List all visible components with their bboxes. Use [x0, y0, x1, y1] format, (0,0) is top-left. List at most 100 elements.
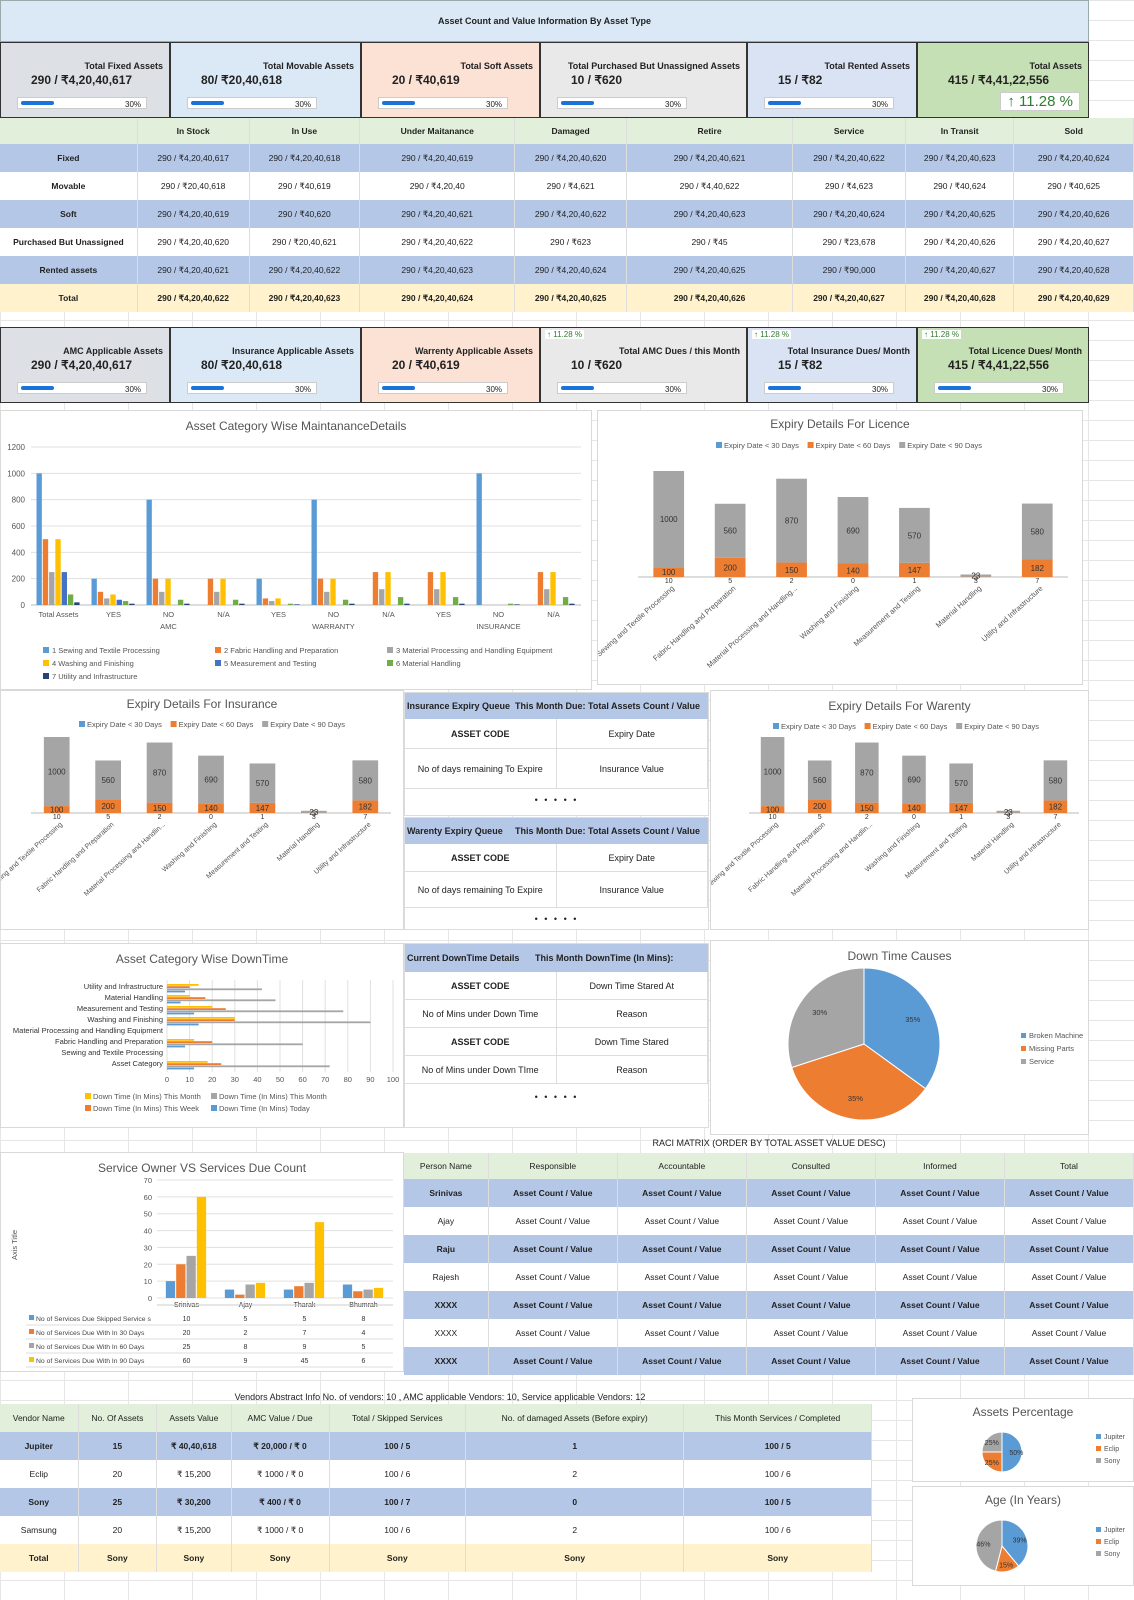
data-label: 570	[908, 531, 922, 540]
bar	[363, 1289, 373, 1298]
chart-title: Asset Category Wise MaintananceDetails	[185, 419, 407, 433]
legend-swatch	[262, 721, 269, 727]
pie-slice	[1001, 1519, 1029, 1567]
bar	[760, 806, 785, 813]
person-name: Raju	[404, 1235, 489, 1263]
data-label: 0	[912, 814, 916, 821]
bar	[514, 604, 520, 605]
table-row[interactable]: Purchased But Unassigned 290 / ₹4,20,40,6…	[0, 228, 1134, 256]
vendor-cell: 100 / 6	[329, 1516, 466, 1544]
table-row[interactable]: Total 290 / ₹4,20,40,622 290 / ₹4,20,40,62…	[0, 284, 1134, 312]
card-label: Warrenty Applicable Assets	[414, 346, 533, 356]
bar	[807, 799, 832, 813]
bar	[262, 598, 269, 605]
bar	[116, 599, 122, 605]
table-row[interactable]: Rented assets 290 / ₹4,20,40,621 290 / ₹4,…	[0, 256, 1134, 284]
progress-percent: 30%	[486, 385, 503, 394]
vendor-cell: 0	[465, 1488, 685, 1516]
y-tick-label: 1000	[7, 469, 25, 478]
data-label: 150	[785, 566, 799, 575]
table-row[interactable]: Movable 290 / ₹20,40,618 290 / ₹40,619 290 …	[0, 172, 1134, 200]
data-label: 1000	[48, 768, 66, 777]
bar	[152, 578, 159, 605]
queue-title: Warenty Expiry Queue	[407, 826, 503, 836]
table-row[interactable]: XXXX Asset Count / Value Asset Count / Val…	[404, 1347, 1134, 1375]
legend-label: Jupiter	[1104, 1527, 1126, 1534]
data-label: 10	[53, 814, 61, 821]
bar	[294, 1286, 304, 1298]
data-label: 1000	[764, 768, 782, 777]
progress-bar	[17, 97, 147, 109]
x-tick-label: Material Processing and Handlin...	[790, 821, 874, 898]
chart-title: Service Owner VS Services Due Count	[97, 1161, 307, 1175]
bar	[427, 572, 434, 605]
data-table-value: 5	[303, 1316, 307, 1323]
bar	[167, 1023, 199, 1026]
table-row[interactable]: Srinivas Asset Count / Value Asset Count /…	[404, 1179, 1134, 1207]
legend-label: No of Services Due Skipped Service s	[36, 1316, 151, 1323]
data-label: 25%	[985, 1460, 999, 1467]
table-row[interactable]: Sony 25 ₹ 30,200 ₹ 400 / ₹ 0 100 / 7 0 100 / 5	[0, 1488, 872, 1516]
chart-title: Assets Percentage	[972, 1405, 1074, 1419]
vendor-cell: Sony	[156, 1544, 232, 1572]
data-label: 2	[790, 578, 794, 585]
progress-percent: 30%	[665, 385, 682, 394]
table-row[interactable]: Soft 290 / ₹4,20,40,619 290 / ₹40,620 290 /…	[0, 200, 1134, 228]
more-dots[interactable]: • • • • •	[534, 914, 579, 924]
bar	[269, 601, 275, 605]
y-axis-title: Axis Title	[10, 1230, 19, 1260]
y-tick-label: Sewing and Textile Processing	[61, 1048, 163, 1057]
y-tick-label: Washing and Finishing	[87, 1015, 163, 1024]
bar	[287, 603, 294, 605]
column-header: Accountable	[617, 1153, 747, 1179]
vendor-cell: Sony	[0, 1488, 79, 1516]
progress-fill	[382, 386, 415, 390]
raci-cell: Asset Count / Value	[617, 1179, 747, 1207]
data-label: 147	[954, 804, 968, 813]
column-header: This Month Services / Completed	[683, 1404, 872, 1432]
more-dots[interactable]: • • • • •	[534, 1092, 579, 1102]
bar	[184, 603, 190, 605]
vendor-cell: Eclip	[0, 1460, 79, 1488]
table-row[interactable]: Jupiter 15 ₹ 40,40,618 ₹ 20,000 / ₹ 0 100 / …	[0, 1432, 872, 1460]
bar	[855, 802, 879, 813]
card-label: AMC Applicable Assets	[63, 346, 163, 356]
data-label: 1	[912, 578, 916, 585]
person-name: Rajesh	[404, 1263, 489, 1291]
table-cell: 290 / ₹623	[514, 228, 627, 256]
table-row[interactable]: Samsung 20 ₹ 15,200 ₹ 1000 / ₹ 0 100 / 6 2 100…	[0, 1516, 872, 1544]
table-cell: 290 / ₹4,20,40,621	[359, 200, 516, 228]
table-row[interactable]: XXXX Asset Count / Value Asset Count / Val…	[404, 1291, 1134, 1319]
bar	[249, 763, 276, 803]
card-label: Insurance Applicable Assets	[232, 346, 354, 356]
data-label: 46%	[976, 1542, 990, 1549]
data-label: 3	[1006, 809, 1011, 818]
more-dots[interactable]: • • • • •	[534, 795, 579, 805]
bar	[67, 594, 74, 605]
raci-cell: Asset Count / Value	[746, 1207, 876, 1235]
table-cell: 290 / ₹4,40,622	[626, 172, 794, 200]
summary-card: Total Purchased But Unassigned Assets 10 …	[540, 42, 747, 118]
table-row[interactable]: XXXX Asset Count / Value Asset Count / Val…	[404, 1319, 1134, 1347]
bar	[167, 995, 190, 997]
table-row[interactable]: Total Sony Sony Sony Sony Sony Sony	[0, 1544, 872, 1572]
bar	[342, 1284, 353, 1298]
table-row[interactable]: Fixed 290 / ₹4,20,40,617 290 / ₹4,20,40,61…	[0, 144, 1134, 172]
legend-swatch	[211, 1093, 217, 1099]
pie-slice	[975, 1519, 1003, 1572]
table-row[interactable]: Rajesh Asset Count / Value Asset Count / V…	[404, 1263, 1134, 1291]
growth-badge: ↑ 11.28 %	[752, 330, 791, 339]
summary-card: ↑ 11.28 % Total Insurance Dues/ Month 15 /…	[747, 327, 917, 403]
raci-cell: Asset Count / Value	[617, 1347, 747, 1375]
legend-label: Expiry Date < 60 Days	[873, 722, 948, 731]
progress-bar	[557, 382, 687, 394]
raci-cell: Asset Count / Value	[617, 1207, 747, 1235]
raci-cell: Asset Count / Value	[488, 1235, 618, 1263]
data-label: 35%	[905, 1015, 920, 1024]
legend-label: 4 Washing and Finishing	[52, 659, 134, 668]
table-row[interactable]: Ajay Asset Count / Value Asset Count / Val…	[404, 1207, 1134, 1235]
table-row[interactable]: Raju Asset Count / Value Asset Count / Val…	[404, 1235, 1134, 1263]
table-row[interactable]: Eclip 20 ₹ 15,200 ₹ 1000 / ₹ 0 100 / 6 2 100 /…	[0, 1460, 872, 1488]
raci-cell: Asset Count / Value	[1004, 1207, 1134, 1235]
